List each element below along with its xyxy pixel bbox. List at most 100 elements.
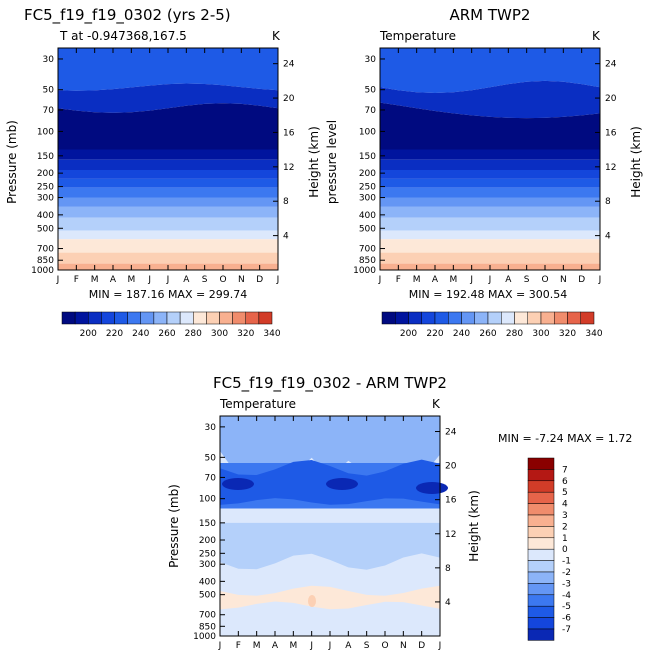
panel-model: FC5_f19_f19_0302 (yrs 2-5) T at -0.94736… (5, 6, 321, 339)
contour-band (380, 252, 600, 264)
pressure-tick-label: 300 (199, 560, 216, 570)
contour-band (380, 206, 600, 218)
colorbar-box (527, 514, 555, 527)
colorbar-box (166, 311, 181, 325)
colorbar-label: 1 (562, 534, 568, 544)
colorbar-label: 220 (426, 329, 443, 339)
height-tick-label: 4 (283, 232, 289, 242)
panel-model-contours (58, 48, 278, 270)
panel-diff-contours (220, 416, 448, 636)
contour-band (58, 103, 278, 150)
pressure-tick-label: 300 (37, 194, 54, 204)
pressure-tick-label: 200 (37, 169, 54, 179)
pressure-tick-label: 500 (199, 591, 216, 601)
contour-band (380, 178, 600, 188)
colorbar-label: 5 (562, 488, 568, 498)
colorbar-box (219, 311, 233, 325)
month-tick-label: N (560, 275, 567, 285)
height-tick-label: 20 (605, 94, 617, 104)
colorbar-box (114, 311, 128, 325)
colorbar-box (258, 311, 273, 325)
contour-band (58, 159, 278, 171)
pressure-tick-label: 50 (365, 86, 377, 96)
colorbar-box (527, 617, 555, 630)
month-tick-label: S (364, 641, 370, 651)
pressure-tick-label: 850 (37, 256, 54, 266)
month-tick-label: A (183, 275, 190, 285)
month-tick-label: J (218, 641, 222, 651)
colorbar-box (408, 311, 422, 325)
colorbar-box (501, 311, 515, 325)
colorbar-box (179, 311, 194, 325)
colorbar-box (381, 311, 396, 325)
colorbar-label: 340 (263, 329, 280, 339)
panel-obs-subtitle: Temperature (379, 29, 456, 43)
panel-diff-ylabel: Pressure (mb) (167, 484, 181, 568)
month-tick-label: A (432, 275, 439, 285)
month-tick-label: D (418, 641, 425, 651)
month-tick-label: J (469, 275, 473, 285)
contour-band (380, 197, 600, 207)
contour-band (58, 83, 278, 113)
contour-core (308, 595, 316, 607)
contour-band (58, 252, 278, 264)
colorbar-label: 220 (106, 329, 123, 339)
pressure-tick-label: 500 (359, 224, 376, 234)
contour-band (58, 170, 278, 179)
colorbar-box (554, 311, 568, 325)
contour-band (58, 230, 278, 240)
month-tick-label: J (56, 275, 60, 285)
contour-band (380, 170, 600, 179)
colorbar-box (527, 560, 555, 573)
panel-diff-subtitle: Temperature (219, 397, 296, 411)
pressure-tick-label: 70 (205, 473, 217, 483)
colorbar-label: 260 (479, 329, 496, 339)
panel-obs: ARM TWP2 Temperature K J F M A M J J A S O N D J3050… (325, 6, 643, 339)
colorbar-box (88, 311, 102, 325)
colorbar-box (421, 311, 436, 325)
colorbar-box (74, 311, 89, 325)
colorbar-box (527, 583, 555, 596)
colorbar-label: -6 (562, 614, 571, 624)
height-tick-label: 24 (605, 60, 617, 70)
month-tick-label: F (396, 275, 401, 285)
colorbar-box (567, 311, 581, 325)
pressure-tick-label: 50 (205, 453, 217, 463)
height-tick-label: 8 (445, 564, 451, 574)
pressure-tick-label: 400 (37, 211, 54, 221)
month-tick-label: J (276, 275, 280, 285)
panel-obs-colorbar: 200 220 240 260 280 300 320 340 (381, 311, 603, 339)
pressure-tick-label: 200 (359, 169, 376, 179)
panel-model-ylabel-right: Height (km) (307, 126, 321, 197)
pressure-tick-label: 70 (43, 106, 55, 116)
panel-diff-colorbar: 7 65 432 10 -1-2-3 -4-5 -6-7 (527, 457, 571, 641)
height-tick-label: 4 (605, 232, 611, 242)
colorbar-box (395, 311, 409, 325)
contour-core (416, 482, 448, 494)
pressure-tick-label: 700 (359, 245, 376, 255)
month-tick-label: J (147, 275, 151, 285)
contour-band (380, 102, 600, 150)
month-tick-label: J (166, 275, 170, 285)
colorbar-label: 200 (80, 329, 97, 339)
height-tick-label: 20 (445, 462, 457, 472)
panel-diff-axes: J F M A M J J A S O N D J305070100150200250300400500… (193, 415, 457, 651)
contour-band (58, 239, 278, 253)
height-tick-label: 12 (445, 530, 456, 540)
colorbar-box (101, 311, 115, 325)
pressure-tick-label: 30 (43, 55, 55, 65)
month-tick-label: J (438, 641, 442, 651)
colorbar-label: 260 (158, 329, 175, 339)
colorbar-label: -2 (562, 568, 571, 578)
pressure-tick-label: 100 (199, 495, 216, 505)
colorbar-label: -7 (562, 625, 571, 635)
panel-diff-title: FC5_f19_f19_0302 - ARM TWP2 (213, 374, 447, 393)
panel-model-subtitle: T at -0.947368,167.5 (59, 29, 187, 43)
colorbar-box (514, 311, 528, 325)
pressure-tick-label: 400 (359, 211, 376, 221)
height-tick-label: 16 (605, 128, 617, 138)
pressure-tick-label: 50 (43, 86, 55, 96)
height-tick-label: 24 (283, 60, 295, 70)
colorbar-label: -5 (562, 602, 571, 612)
pressure-tick-label: 30 (365, 55, 377, 65)
